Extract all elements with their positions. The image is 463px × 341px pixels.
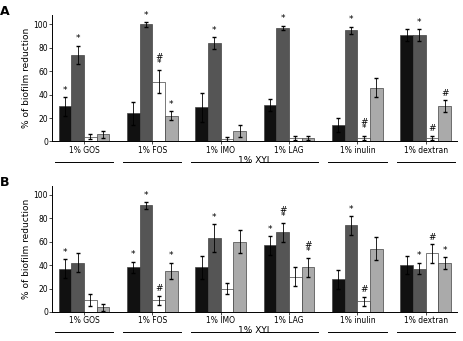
Bar — [302, 138, 314, 142]
Bar — [97, 134, 109, 142]
Bar — [357, 138, 370, 142]
Text: *: * — [362, 124, 366, 133]
Bar — [71, 55, 84, 142]
Bar — [302, 267, 314, 312]
Text: *: * — [443, 246, 447, 255]
Text: #: # — [360, 118, 368, 127]
Bar — [140, 206, 152, 312]
Text: #: # — [428, 124, 436, 133]
Bar — [152, 300, 165, 312]
Text: B: B — [0, 176, 9, 189]
Text: *: * — [268, 224, 272, 234]
X-axis label: 1% XYL: 1% XYL — [238, 326, 272, 336]
Text: *: * — [349, 15, 353, 25]
Bar — [413, 269, 425, 312]
Bar — [413, 35, 425, 142]
Text: #: # — [360, 285, 368, 294]
Bar — [370, 88, 383, 142]
Bar — [58, 269, 71, 312]
Bar — [276, 28, 289, 142]
Text: *: * — [349, 205, 353, 214]
Text: *: * — [63, 86, 67, 94]
Text: *: * — [212, 213, 217, 222]
Bar — [208, 238, 221, 312]
Text: *: * — [156, 59, 161, 68]
Text: *: * — [417, 251, 422, 261]
Text: *: * — [75, 34, 80, 43]
Bar — [357, 301, 370, 312]
Text: *: * — [63, 248, 67, 257]
X-axis label: 1% XYL: 1% XYL — [238, 156, 272, 165]
Text: *: * — [281, 212, 285, 221]
Text: *: * — [131, 250, 136, 259]
Bar — [84, 137, 97, 142]
Bar — [84, 300, 97, 312]
Bar — [344, 225, 357, 312]
Y-axis label: % of biofilm reduction: % of biofilm reduction — [22, 198, 31, 299]
Bar — [344, 30, 357, 142]
Text: *: * — [144, 11, 148, 20]
Bar — [289, 138, 302, 142]
Bar — [425, 138, 438, 142]
Bar — [425, 253, 438, 312]
Bar — [195, 267, 208, 312]
Text: #: # — [428, 233, 436, 242]
Bar — [289, 277, 302, 312]
Bar — [276, 232, 289, 312]
Bar — [400, 35, 413, 142]
Y-axis label: % of biofilm reduction: % of biofilm reduction — [22, 28, 31, 128]
Text: #: # — [441, 89, 449, 98]
Bar — [263, 105, 276, 142]
Bar — [332, 279, 344, 312]
Bar — [233, 242, 246, 312]
Bar — [97, 307, 109, 312]
Text: *: * — [306, 247, 310, 256]
Text: A: A — [0, 5, 9, 18]
Bar — [438, 263, 451, 312]
Bar — [221, 288, 233, 312]
Bar — [370, 249, 383, 312]
Bar — [165, 271, 178, 312]
Bar — [58, 106, 71, 142]
Text: #: # — [155, 53, 163, 62]
Bar — [71, 263, 84, 312]
Text: #: # — [155, 284, 163, 293]
Bar — [263, 245, 276, 312]
Bar — [208, 43, 221, 142]
Bar — [127, 267, 140, 312]
Text: #: # — [304, 241, 312, 250]
Bar — [195, 107, 208, 142]
Bar — [400, 265, 413, 312]
Bar — [332, 125, 344, 142]
Bar — [438, 106, 451, 142]
Text: *: * — [169, 100, 174, 109]
Text: #: # — [279, 206, 287, 215]
Text: *: * — [169, 251, 174, 261]
Text: *: * — [281, 14, 285, 23]
Text: *: * — [212, 26, 217, 35]
Bar — [221, 139, 233, 142]
Bar — [140, 25, 152, 142]
Text: *: * — [417, 18, 422, 27]
Bar — [233, 131, 246, 142]
Bar — [127, 113, 140, 142]
Bar — [152, 82, 165, 142]
Bar — [165, 116, 178, 142]
Text: *: * — [144, 191, 148, 199]
